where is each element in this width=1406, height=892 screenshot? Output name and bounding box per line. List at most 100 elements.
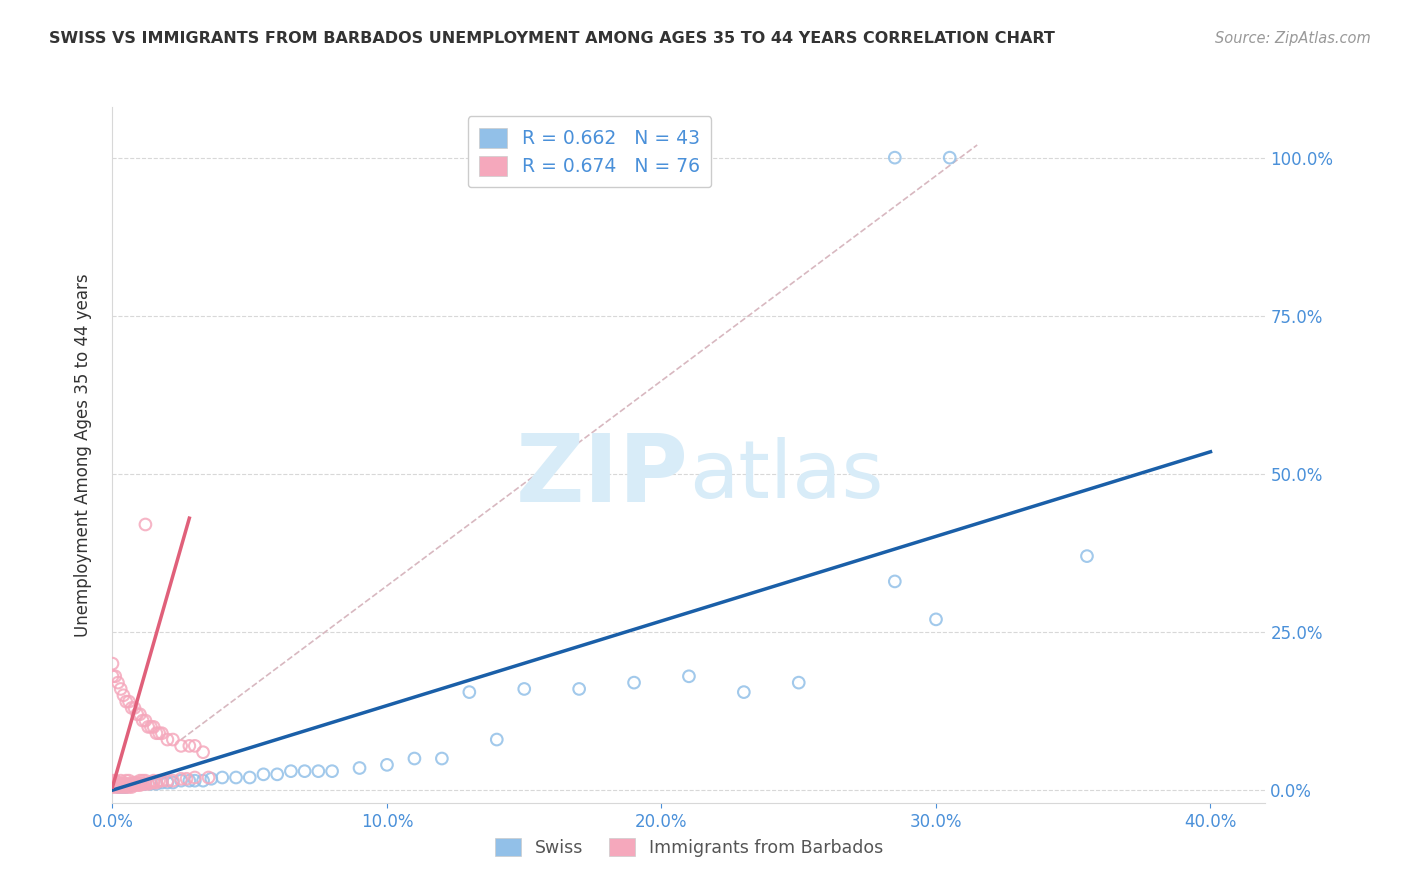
Point [176,772,198,786]
Point [148,726,170,740]
Point [118,773,141,788]
Point [127,778,149,792]
Point [349,761,371,775]
Point [145,726,167,740]
Point [134,773,156,788]
Point [156,775,179,789]
Point [104,777,127,791]
Point [107,780,129,794]
Point [134,714,156,728]
Point [124,777,146,791]
Point [115,778,138,792]
Point [375,757,398,772]
Point [925,612,948,626]
Point [115,695,138,709]
Point [101,778,124,792]
Point [107,675,129,690]
Point [121,778,143,792]
Point [191,745,214,759]
Point [110,777,132,791]
Point [1076,549,1098,563]
Point [101,775,124,789]
Point [883,574,905,589]
Point [124,701,146,715]
Point [191,773,214,788]
Text: SWISS VS IMMIGRANTS FROM BARBADOS UNEMPLOYMENT AMONG AGES 35 TO 44 YEARS CORRELA: SWISS VS IMMIGRANTS FROM BARBADOS UNEMPL… [49,31,1054,46]
Point [485,732,508,747]
Text: atlas: atlas [689,437,883,515]
Point [134,517,156,532]
Point [568,681,591,696]
Point [162,775,184,789]
Point [184,771,207,785]
Point [121,780,143,794]
Point [118,778,141,792]
Point [150,773,173,788]
Point [162,773,184,788]
Point [112,780,135,794]
Point [131,773,153,788]
Point [124,775,146,789]
Point [156,732,179,747]
Point [458,685,481,699]
Point [307,764,329,779]
Point [139,720,162,734]
Point [129,777,152,791]
Point [623,675,645,690]
Point [118,780,141,794]
Point [115,777,138,791]
Point [131,777,153,791]
Point [142,720,165,734]
Point [150,726,173,740]
Point [733,685,755,699]
Point [121,777,143,791]
Point [129,777,152,791]
Point [787,675,810,690]
Point [124,778,146,792]
Point [107,780,129,794]
Point [118,695,141,709]
Point [121,701,143,715]
Point [131,714,153,728]
Point [184,739,207,753]
Point [938,151,960,165]
Point [678,669,700,683]
Point [134,777,156,791]
Point [145,775,167,789]
Point [112,780,135,794]
Point [404,751,426,765]
Point [430,751,453,765]
Point [110,780,132,794]
Point [129,707,152,722]
Point [110,780,132,794]
Point [127,707,149,722]
Point [184,773,207,788]
Point [101,780,124,794]
Point [148,773,170,788]
Point [101,773,124,788]
Point [110,681,132,696]
Point [129,773,152,788]
Point [252,767,274,781]
Point [170,773,193,788]
Point [101,669,124,683]
Point [145,777,167,791]
Point [170,739,193,753]
Point [513,681,536,696]
Point [321,764,343,779]
Point [118,777,141,791]
Point [115,780,138,794]
Point [104,780,127,794]
Point [101,777,124,791]
Point [136,720,159,734]
Point [239,771,262,785]
Point [104,773,127,788]
Point [112,688,135,702]
Point [129,778,152,792]
Point [266,767,288,781]
Point [115,773,138,788]
Text: Source: ZipAtlas.com: Source: ZipAtlas.com [1215,31,1371,46]
Point [294,764,316,779]
Point [104,669,127,683]
Text: ZIP: ZIP [516,430,689,522]
